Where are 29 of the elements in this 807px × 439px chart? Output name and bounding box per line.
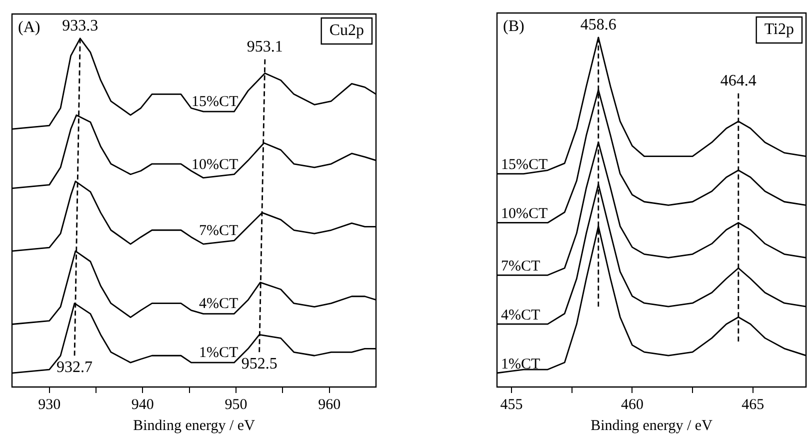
annotation: 933.3 [62,18,98,35]
chart-title: (B) [503,18,524,36]
x-axis-title: Binding energy / eV [590,418,713,434]
x-axis-title: Binding energy / eV [133,418,256,434]
series-label: 15%CT [191,94,238,110]
annotation: 952.5 [241,355,278,372]
x-tick-label: 960 [318,396,341,413]
annotation: Ti2p [764,21,794,38]
x-tick-label: 460 [620,396,644,413]
x-tick-label: 930 [38,396,61,413]
series-label: 4%CT [198,296,238,312]
x-tick-label: 465 [742,396,764,413]
annotation: 458.6 [580,16,616,34]
series-label: 1%CT [501,356,540,372]
x-tick-label: 455 [500,396,523,413]
series-label: 15%CT [501,157,548,174]
series-label: 7%CT [501,258,540,275]
annotation: 953.1 [246,38,283,56]
annotation: 932.7 [56,358,93,376]
series-label: 4%CT [501,308,540,324]
series-label: 7%CT [198,223,238,240]
x-tick-label: 950 [224,396,248,413]
annotation: Cu2p [329,22,364,40]
series-label: 1%CT [198,345,238,362]
chart-title: (A) [18,19,40,36]
series-label: 10%CT [501,206,548,222]
annotation: 464.4 [720,72,756,90]
series-label: 10%CT [191,156,238,173]
x-tick-label: 940 [131,396,154,413]
